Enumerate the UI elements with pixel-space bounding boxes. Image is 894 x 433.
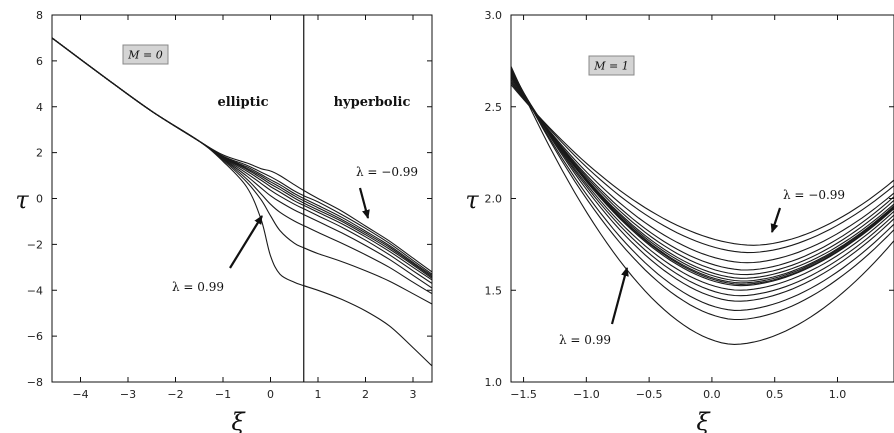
x-tick-label: 1 (315, 388, 322, 401)
right-chart: −1.5 −1.0 −0.5 0.0 0.5 1.0 1.0 1.5 2.0 2.5 3.0 M … (465, 9, 894, 433)
y-tick-label: 1.0 (485, 376, 503, 389)
x-tick-label: 0.5 (766, 388, 784, 401)
y-tick-label: −6 (27, 330, 43, 343)
right-badge (588, 55, 635, 76)
y-tick-label: −4 (27, 284, 43, 297)
y-tick-label: 8 (36, 9, 43, 22)
left-y-axis-label: τ (15, 186, 29, 214)
right-annotation-neg: λ = −0.99 (783, 188, 845, 202)
left-badge (122, 44, 169, 65)
right-arrow-neg (770, 207, 782, 233)
left-arrow-pos (229, 215, 263, 269)
right-series-line-5 (511, 77, 894, 276)
x-tick-label: −0.5 (636, 388, 663, 401)
y-tick-label: 1.5 (485, 284, 503, 297)
x-tick-label: 1.0 (829, 388, 847, 401)
hyperbolic-label: hyperbolic (334, 95, 411, 110)
x-tick-label: −1.0 (573, 388, 600, 401)
left-badge-text: M = 0 (127, 49, 162, 62)
right-series-line-12 (511, 70, 894, 297)
left-series-line-6 (52, 37, 432, 281)
y-tick-label: −8 (27, 376, 43, 389)
left-series-lines (52, 37, 432, 367)
y-tick-label: 6 (36, 55, 43, 68)
y-tick-label: −2 (27, 238, 43, 251)
left-chart: −4 −3 −2 −1 0 1 2 3 −8 −6 −4 −2 0 2 4 6 8 M = 0 ellipti… (15, 9, 433, 433)
left-y-ticks: −8 −6 −4 −2 0 2 4 6 8 (27, 9, 432, 389)
right-series-line-13 (511, 69, 894, 302)
left-series-line-11 (52, 37, 432, 367)
left-annotation-pos: λ = 0.99 (172, 280, 224, 294)
right-series-line-15 (511, 67, 894, 321)
right-series-line-16 (511, 66, 894, 345)
left-arrow-neg (358, 187, 370, 219)
left-plot-frame (51, 14, 433, 383)
right-series-lines (511, 66, 894, 345)
x-tick-label: 0 (267, 388, 274, 401)
right-series-line-1 (511, 84, 894, 246)
y-tick-label: 2 (36, 147, 43, 160)
right-series-line-2 (511, 82, 894, 254)
left-x-ticks: −4 −3 −2 −1 0 1 2 3 (72, 15, 417, 401)
right-x-ticks: −1.5 −1.0 −0.5 0.0 0.5 1.0 (510, 15, 846, 401)
x-tick-label: −4 (72, 388, 88, 401)
right-series-line-14 (511, 68, 894, 311)
y-tick-label: 2.5 (485, 101, 503, 114)
right-x-axis-label: ξ (696, 408, 711, 433)
left-x-axis-label: ξ (231, 408, 246, 433)
x-tick-label: 0.0 (703, 388, 721, 401)
x-tick-label: −3 (120, 388, 136, 401)
right-y-ticks: 1.0 1.5 2.0 2.5 3.0 (485, 9, 894, 389)
x-tick-label: 3 (410, 388, 417, 401)
left-annotation-neg: λ = −0.99 (356, 165, 418, 179)
y-tick-label: 3.0 (485, 9, 503, 22)
y-tick-label: 0 (36, 193, 43, 206)
x-tick-label: −2 (167, 388, 183, 401)
right-annotation-pos: λ = 0.99 (559, 333, 611, 347)
x-tick-label: −1 (215, 388, 231, 401)
right-badge-text: M = 1 (593, 60, 628, 73)
right-series-line-3 (511, 80, 894, 264)
y-tick-label: 4 (36, 101, 43, 114)
right-arrow-pos (610, 267, 629, 325)
x-tick-label: 2 (362, 388, 369, 401)
right-series-line-11 (511, 71, 894, 291)
right-y-axis-label: τ (465, 186, 479, 214)
right-series-line-4 (511, 78, 894, 271)
left-series-line-4 (52, 37, 432, 278)
right-series-line-6 (511, 76, 894, 279)
right-series-line-10 (511, 72, 894, 287)
y-tick-label: 2.0 (485, 193, 503, 206)
x-tick-label: −1.5 (510, 388, 537, 401)
elliptic-label: elliptic (217, 95, 268, 110)
